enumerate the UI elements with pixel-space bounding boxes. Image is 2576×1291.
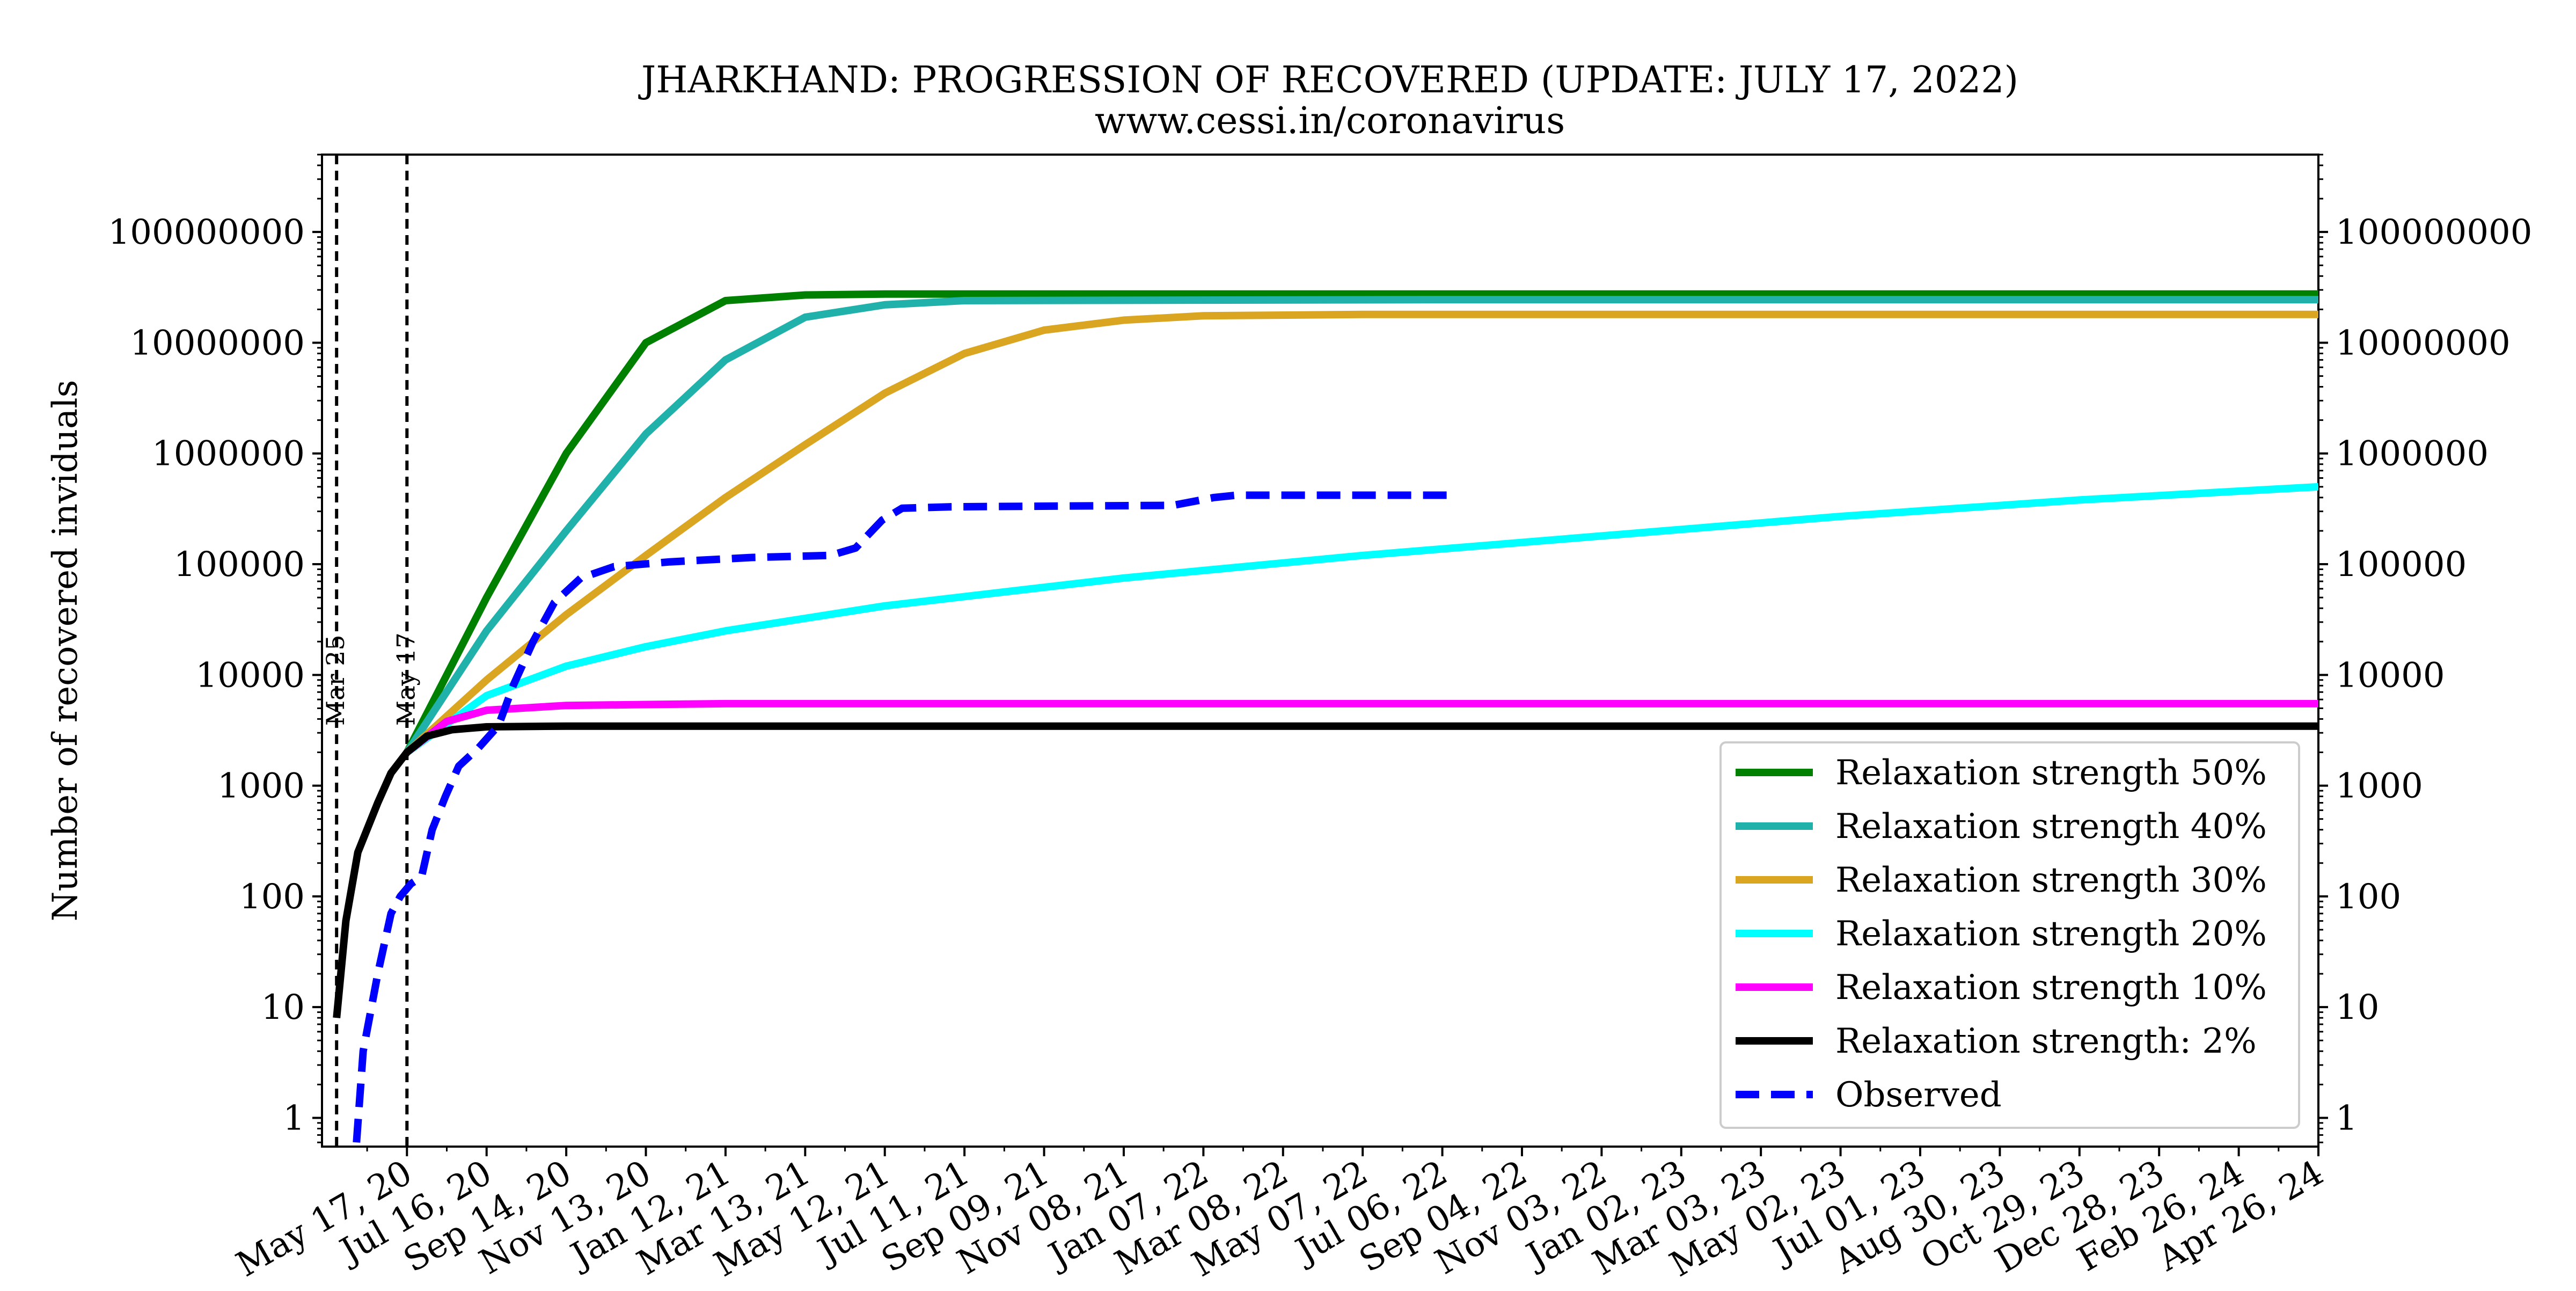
y-tick-label: 1 (283, 1098, 305, 1138)
y-right-tick-label: 100000000 (2336, 213, 2532, 252)
y-right-tick-label: 100 (2336, 877, 2401, 917)
y-tick-label: 1000000 (152, 434, 305, 474)
legend-label: Observed (1835, 1075, 2002, 1115)
series-group (333, 290, 2318, 1143)
y-right-tick-label: 100000 (2336, 545, 2467, 585)
series-line (405, 483, 2318, 756)
y-right-tick-label: 10000 (2336, 655, 2445, 695)
legend-label: Relaxation strength 50% (1835, 753, 2267, 793)
event-line-label: May 17 (391, 632, 420, 726)
y-tick-label: 1000 (217, 767, 305, 806)
legend-label: Relaxation strength 20% (1835, 914, 2267, 954)
legend-label: Relaxation strength 10% (1835, 968, 2267, 1008)
y-tick-label: 10000 (195, 655, 305, 695)
chart-subtitle: www.cessi.in/coronavirus (1095, 100, 1565, 142)
y-right-tick-label: 1000 (2336, 767, 2423, 806)
legend-box (1719, 741, 2300, 1129)
y-right-tick-label: 10000000 (2336, 323, 2511, 363)
plot-frame (321, 154, 2319, 1148)
series-line (404, 290, 2318, 754)
series-line (353, 491, 1457, 1143)
series-line (405, 699, 2318, 756)
y-tick-label: 10000000 (130, 323, 305, 363)
series-line (404, 310, 2318, 755)
y-right-tick-label: 10 (2336, 988, 2379, 1027)
legend-label: Relaxation strength 30% (1835, 860, 2267, 900)
y-tick-label: 100 (239, 877, 305, 917)
y-axis-label: Number of recovered inviduals (46, 380, 85, 922)
event-line-label: Mar 25 (321, 634, 350, 726)
legend-label: Relaxation strength 40% (1835, 807, 2267, 847)
y-tick-label: 100000000 (108, 213, 305, 252)
legend-label: Relaxation strength: 2% (1835, 1022, 2257, 1061)
y-tick-label: 100000 (174, 545, 305, 585)
y-right-tick-label: 1 (2336, 1098, 2358, 1138)
series-line (404, 296, 2318, 755)
chart-title: JHARKHAND: PROGRESSION OF RECOVERED (UPD… (638, 59, 2018, 101)
plot-area: 1 10 100 1000 10000 100000 1000000 10000000 1000… (108, 154, 2532, 1285)
y-right-tick-label: 1000000 (2336, 434, 2489, 474)
y-tick-label: 10 (261, 988, 305, 1027)
series-line (333, 722, 2318, 1018)
